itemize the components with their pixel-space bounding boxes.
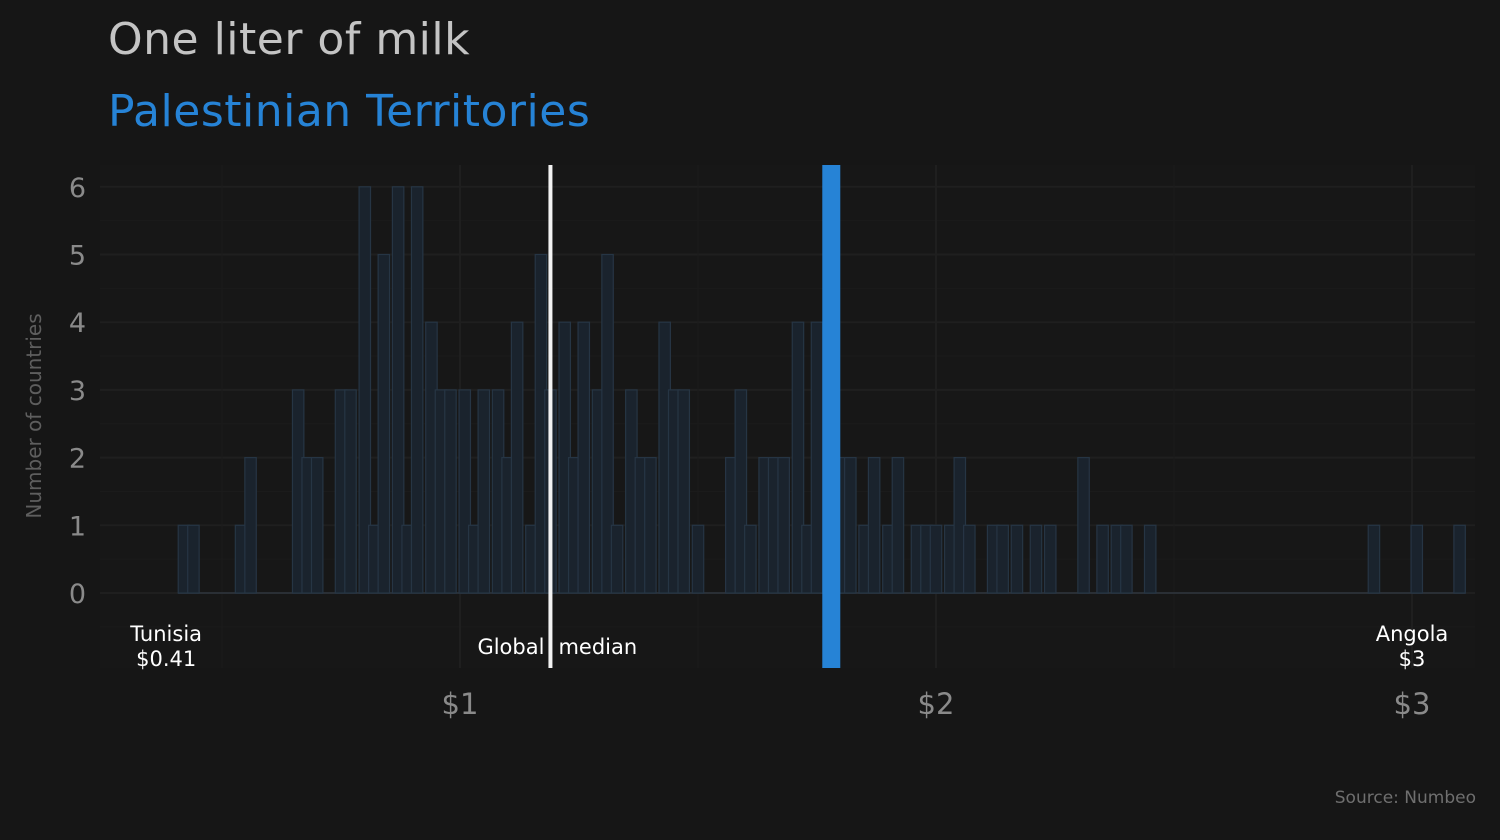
histogram-bar xyxy=(744,524,757,594)
y-tick-label: 1 xyxy=(69,511,86,542)
global-median-label: median xyxy=(558,635,637,659)
histogram-bar xyxy=(377,253,391,594)
histogram-bar xyxy=(344,389,357,594)
histogram-bar xyxy=(1410,524,1424,594)
y-tick-label: 6 xyxy=(69,173,86,204)
histogram-bar xyxy=(1010,524,1024,594)
histogram-bar xyxy=(734,389,748,594)
chart-subtitle: Palestinian Territories xyxy=(108,86,591,137)
histogram-bar xyxy=(891,457,905,594)
extreme-price-label: $0.41 xyxy=(136,647,196,671)
extreme-price-label: $3 xyxy=(1399,647,1426,671)
y-tick-label: 0 xyxy=(69,579,86,610)
histogram-bar xyxy=(244,457,257,594)
extreme-country-label: Tunisia xyxy=(129,622,202,646)
y-tick-label: 5 xyxy=(69,241,86,272)
histogram-bar xyxy=(1453,524,1466,594)
histogram-bar xyxy=(1367,524,1381,594)
histogram-bar xyxy=(601,253,614,594)
histogram-bar xyxy=(1143,524,1157,594)
histogram-bar xyxy=(996,524,1009,594)
histogram-bar xyxy=(1096,524,1109,594)
histogram-bar xyxy=(1077,457,1090,594)
histogram-bar xyxy=(477,389,491,594)
highlight-marker xyxy=(822,165,841,668)
histogram-bar xyxy=(929,524,943,594)
histogram-bar xyxy=(391,186,405,594)
y-tick-label: 4 xyxy=(69,308,86,339)
histogram-bar xyxy=(410,186,424,594)
y-tick-label: 3 xyxy=(69,376,86,407)
chart-title: One liter of milk xyxy=(108,14,471,65)
histogram-bar xyxy=(187,524,200,594)
annotation-layer: Global median Tunisia$0.41 Angola$3 xyxy=(129,622,1448,671)
y-axis-label: Number of countries xyxy=(22,313,46,518)
x-tick-label: $3 xyxy=(1394,687,1431,721)
histogram-bar xyxy=(867,457,881,594)
histogram-bar xyxy=(844,457,857,594)
axis-layer: 0 1 2 3 4 5 6 $1 $2 $3 Number of countries xyxy=(22,173,1430,721)
y-tick-label: 2 xyxy=(69,444,86,475)
marker-layer xyxy=(548,165,841,668)
histogram-bar xyxy=(358,186,372,594)
histogram-bar xyxy=(577,321,591,594)
histogram-bar xyxy=(691,524,705,594)
histogram-bar xyxy=(510,321,524,594)
histogram-bar xyxy=(1043,524,1057,594)
bars-layer xyxy=(177,186,1466,594)
histogram-bar xyxy=(444,389,457,594)
histogram-bar xyxy=(644,457,657,594)
histogram-bar xyxy=(791,321,805,594)
source-note: Source: Numbeo xyxy=(1334,788,1476,808)
histogram-bar xyxy=(458,389,472,594)
histogram-bar xyxy=(677,389,691,594)
x-tick-label: $1 xyxy=(442,687,479,721)
global-median-label: Global xyxy=(477,635,544,659)
histogram-bar xyxy=(810,321,824,594)
histogram-bar xyxy=(1029,524,1043,594)
histogram-bar xyxy=(963,524,976,594)
histogram-bar xyxy=(1120,524,1133,594)
histogram-bar xyxy=(310,457,324,594)
x-tick-label: $2 xyxy=(918,687,955,721)
histogram-bar xyxy=(610,524,624,594)
histogram-bar xyxy=(777,457,790,594)
extreme-country-label: Angola xyxy=(1376,622,1449,646)
